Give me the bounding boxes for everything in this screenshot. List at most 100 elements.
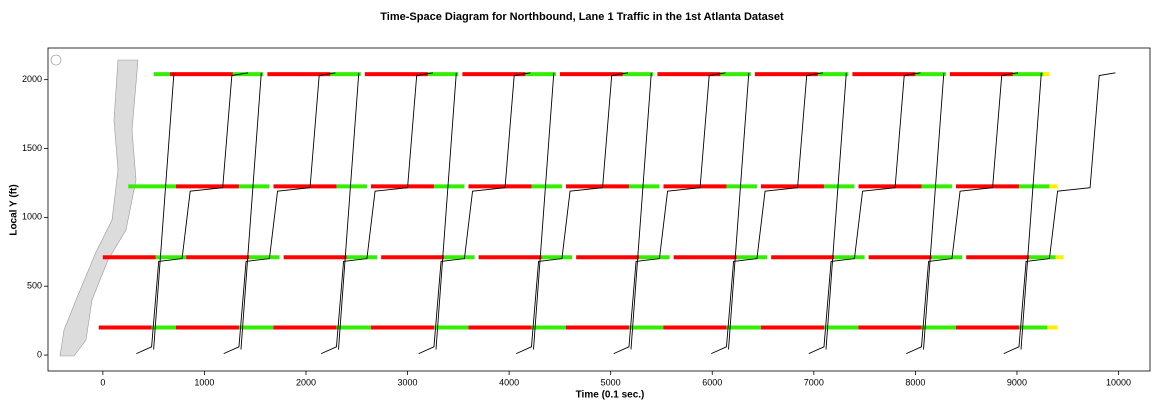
plot-frame — [48, 48, 1150, 371]
trajectory — [1004, 73, 1116, 354]
y-tick-label: 500 — [27, 281, 42, 291]
signal-phase — [239, 184, 269, 188]
x-tick-label: 1000 — [194, 377, 214, 387]
signal-phase — [566, 325, 629, 329]
chart-title: Time-Space Diagram for Northbound, Lane … — [380, 11, 784, 23]
signal-phase — [176, 325, 239, 329]
signal-phase — [966, 255, 1029, 259]
chart: Time-Space Diagram for Northbound, Lane … — [0, 0, 1164, 403]
trajectory — [224, 73, 336, 354]
page: Time-Space Diagram for Northbound, Lane … — [0, 0, 1164, 403]
signal-phase — [479, 255, 542, 259]
signal-phase — [1049, 184, 1057, 188]
y-axis-label: Local Y (ft) — [9, 184, 20, 235]
signal-phase — [932, 255, 962, 259]
signal-phase — [921, 184, 951, 188]
signal-phase — [336, 325, 371, 329]
trajectory — [241, 73, 261, 350]
signal-phase — [128, 184, 176, 188]
signal-phase — [629, 325, 664, 329]
signal-phase — [176, 184, 239, 188]
y-tick-label: 1000 — [22, 212, 42, 222]
y-tick-label: 2000 — [22, 74, 42, 84]
signal-phase — [859, 325, 922, 329]
signal-phase — [834, 255, 864, 259]
signal-phase — [371, 325, 434, 329]
trajectory — [711, 73, 823, 354]
trajectory — [906, 73, 1018, 354]
trajectory — [729, 73, 749, 350]
x-tick-label: 10000 — [1106, 377, 1131, 387]
compass — [51, 55, 61, 65]
signal-phase — [566, 184, 629, 188]
trajectory — [631, 73, 651, 350]
signal-phase — [824, 325, 859, 329]
signal-phase — [468, 325, 531, 329]
signal-phase — [186, 255, 249, 259]
signal-phase — [726, 325, 761, 329]
trajectory — [614, 73, 726, 354]
signal-phase — [1047, 325, 1057, 329]
trajectory — [338, 73, 358, 350]
signal-phase — [542, 255, 572, 259]
y-tick-label: 0 — [37, 349, 42, 359]
signal-phase — [1029, 255, 1055, 259]
x-axis-label: Time (0.1 sec.) — [576, 390, 645, 401]
trajectory — [533, 73, 553, 350]
signal-phase — [576, 255, 639, 259]
trajectory — [136, 73, 248, 354]
x-tick-label: 0 — [100, 377, 105, 387]
signal-phase — [1043, 72, 1049, 76]
signal-phase — [336, 184, 366, 188]
trajectory — [1021, 73, 1041, 350]
signal-phase — [956, 325, 1019, 329]
signal-phase — [1019, 184, 1049, 188]
trajectory — [924, 73, 944, 350]
signal-phase — [1056, 255, 1064, 259]
signal-phase — [859, 184, 922, 188]
road-map — [60, 60, 138, 356]
x-tick-label: 5000 — [601, 377, 621, 387]
x-tick-label: 9000 — [1007, 377, 1027, 387]
y-tick-label: 1500 — [22, 143, 42, 153]
signal-phase — [444, 255, 474, 259]
trajectory — [516, 73, 628, 354]
signal-phase — [381, 255, 444, 259]
trajectory — [809, 73, 921, 354]
signal-phase — [761, 325, 824, 329]
x-tick-label: 2000 — [296, 377, 316, 387]
signal-phase — [347, 255, 377, 259]
signal-phase — [170, 72, 233, 76]
signal-phase — [284, 255, 347, 259]
signal-phase — [239, 325, 274, 329]
signal-phase — [468, 184, 531, 188]
signal-phase — [824, 184, 854, 188]
x-tick-label: 6000 — [702, 377, 722, 387]
signal-phase — [434, 325, 469, 329]
x-tick-label: 7000 — [804, 377, 824, 387]
signal-phase — [103, 255, 156, 259]
signal-phase — [1019, 325, 1047, 329]
trajectory — [419, 73, 531, 354]
signal-phase — [869, 255, 932, 259]
x-tick-label: 8000 — [905, 377, 925, 387]
signal-phase — [531, 184, 561, 188]
signal-phase — [674, 255, 737, 259]
signal-phase — [99, 325, 152, 329]
signal-phase — [663, 325, 726, 329]
signal-phase — [434, 184, 464, 188]
signal-phase — [956, 184, 1019, 188]
x-tick-label: 4000 — [499, 377, 519, 387]
signal-phase — [531, 325, 566, 329]
signal-phase — [154, 72, 170, 76]
signal-phase — [663, 184, 726, 188]
signal-phase — [726, 184, 756, 188]
signal-phase — [771, 255, 834, 259]
signal-phase — [273, 184, 336, 188]
signal-phase — [761, 184, 824, 188]
trajectory — [321, 73, 433, 354]
x-tick-label: 3000 — [398, 377, 418, 387]
signal-phase — [371, 184, 434, 188]
trajectory — [436, 73, 456, 350]
signal-phase — [921, 325, 956, 329]
